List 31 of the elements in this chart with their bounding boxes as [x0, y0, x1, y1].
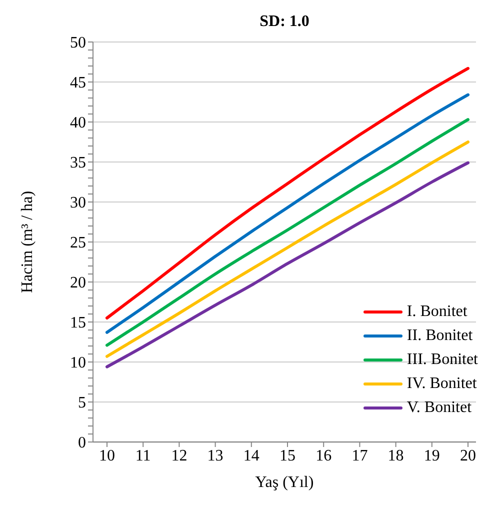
legend-label: II. Bonitet — [406, 327, 473, 345]
y-tick-label: 30 — [70, 194, 86, 212]
y-tick-label: 35 — [70, 154, 86, 172]
x-tick-label: 17 — [352, 447, 368, 464]
x-tick-label: 12 — [171, 447, 188, 464]
x-tick-label: 18 — [388, 447, 404, 464]
legend-label: V. Bonitet — [406, 399, 472, 417]
y-tick-label: 10 — [70, 354, 86, 372]
y-tick-label: 5 — [78, 394, 86, 412]
x-tick-label: 15 — [280, 447, 296, 464]
line-series — [106, 66, 470, 320]
y-axis-title: Hacim (m³ / ha) — [19, 190, 36, 294]
x-tick-label: 14 — [243, 447, 260, 464]
y-tick-label: 50 — [70, 34, 86, 52]
legend-label: I. Bonitet — [406, 303, 468, 321]
x-axis-title: Yaş (Yıl) — [255, 474, 314, 491]
x-tick-label: 16 — [316, 447, 332, 464]
y-tick-label: 20 — [70, 274, 86, 292]
x-tick-label: 19 — [424, 447, 440, 464]
y-tick-label: 40 — [70, 114, 86, 132]
y-tick-label: 45 — [70, 74, 86, 92]
y-tick-label: 15 — [70, 314, 86, 332]
y-tick-label: 25 — [70, 234, 86, 252]
legend-label: IV. Bonitet — [406, 375, 477, 393]
chart-title: SD: 1.0 — [260, 13, 310, 30]
x-tick-label: 13 — [207, 447, 224, 464]
y-tick-label: 0 — [78, 434, 86, 452]
legend-label: III. Bonitet — [406, 351, 478, 369]
x-tick-label: 11 — [135, 447, 151, 464]
x-tick-label: 20 — [460, 447, 476, 464]
x-tick-label: 10 — [99, 447, 115, 464]
